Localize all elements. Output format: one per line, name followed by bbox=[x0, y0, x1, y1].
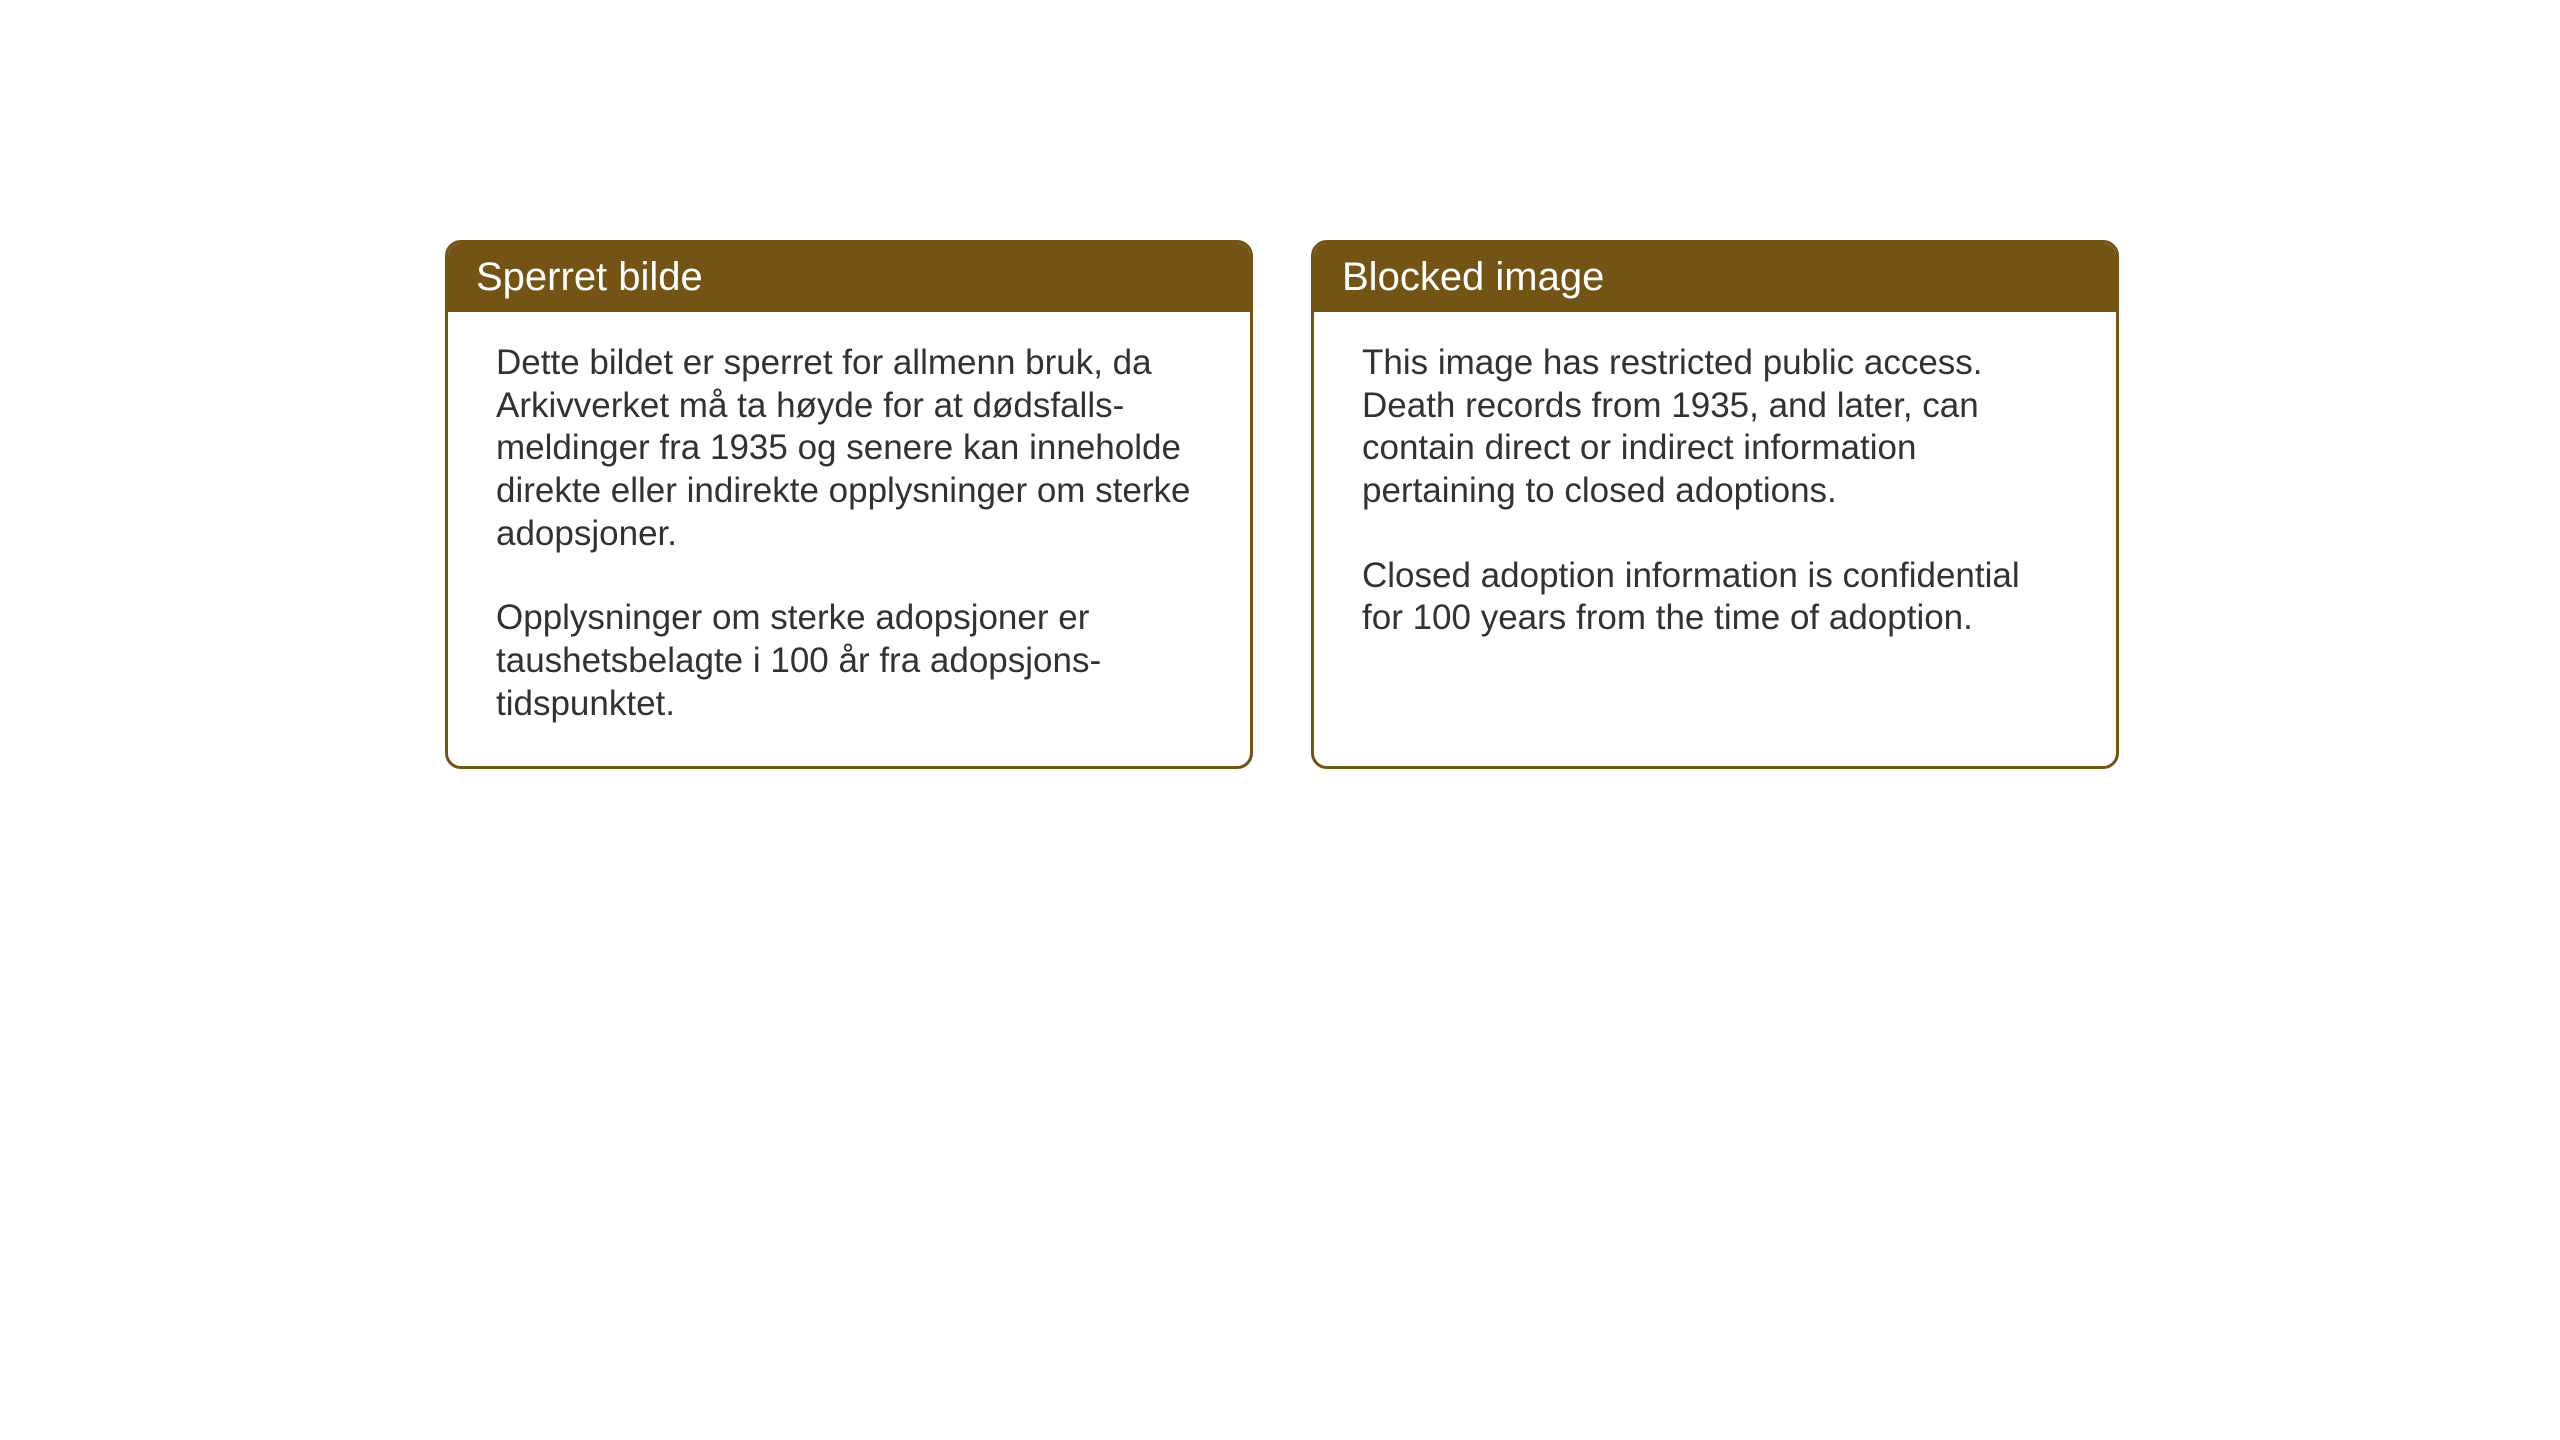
notice-paragraph-1-english: This image has restricted public access.… bbox=[1362, 342, 2068, 513]
notice-paragraph-1-norwegian: Dette bildet er sperret for allmenn bruk… bbox=[496, 342, 1202, 555]
notice-paragraph-2-norwegian: Opplysninger om sterke adopsjoner er tau… bbox=[496, 597, 1202, 725]
notice-paragraph-2-english: Closed adoption information is confident… bbox=[1362, 555, 2068, 640]
notice-body-norwegian: Dette bildet er sperret for allmenn bruk… bbox=[448, 312, 1250, 766]
notice-card-english: Blocked image This image has restricted … bbox=[1311, 240, 2119, 769]
notice-title-norwegian: Sperret bilde bbox=[476, 255, 703, 299]
notice-container: Sperret bilde Dette bildet er sperret fo… bbox=[445, 240, 2119, 769]
notice-header-norwegian: Sperret bilde bbox=[448, 243, 1250, 312]
notice-card-norwegian: Sperret bilde Dette bildet er sperret fo… bbox=[445, 240, 1253, 769]
notice-title-english: Blocked image bbox=[1342, 255, 1604, 299]
notice-header-english: Blocked image bbox=[1314, 243, 2116, 312]
notice-body-english: This image has restricted public access.… bbox=[1314, 312, 2116, 680]
